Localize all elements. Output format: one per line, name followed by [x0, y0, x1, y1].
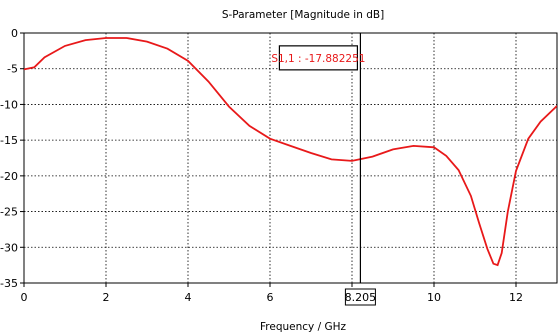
- grid: [24, 33, 557, 283]
- marker-value-box: [278, 45, 359, 71]
- y-tick-label: 0: [11, 27, 18, 40]
- y-ticks: 0 -5 -10 -15 -20 -25 -30 -35: [0, 27, 24, 290]
- x-tick-label: 10: [427, 291, 441, 304]
- plot-area-border: [23, 32, 558, 284]
- y-tick-label: -10: [0, 98, 18, 111]
- x-axis-label: Frequency / GHz: [260, 321, 346, 333]
- x-tick-label: 0: [21, 291, 28, 304]
- marker-layer[interactable]: S1,1 : -17.882251 8.205: [271, 33, 377, 306]
- y-tick-label: -30: [0, 241, 18, 254]
- series-line-s11: [24, 37, 557, 267]
- y-tick-label: -35: [0, 277, 18, 290]
- plot-frame: [23, 32, 558, 284]
- y-tick-label: -5: [7, 63, 18, 76]
- x-tick-label: 2: [103, 291, 110, 304]
- x-ticks: 024681012: [21, 283, 523, 304]
- marker-value-label: S1,1 : -17.882251: [271, 53, 365, 65]
- y-tick-label: -15: [0, 134, 18, 147]
- x-tick-label: 4: [185, 291, 192, 304]
- x-tick-label: 6: [267, 291, 274, 304]
- series-layer: [24, 37, 557, 267]
- marker-x-readout-box: [344, 288, 376, 306]
- marker-x-readout: 8.205: [345, 291, 377, 304]
- x-tick-label: 12: [509, 291, 523, 304]
- y-tick-label: -20: [0, 170, 18, 183]
- y-tick-label: -25: [0, 206, 18, 219]
- chart-title: S-Parameter [Magnitude in dB]: [222, 9, 384, 21]
